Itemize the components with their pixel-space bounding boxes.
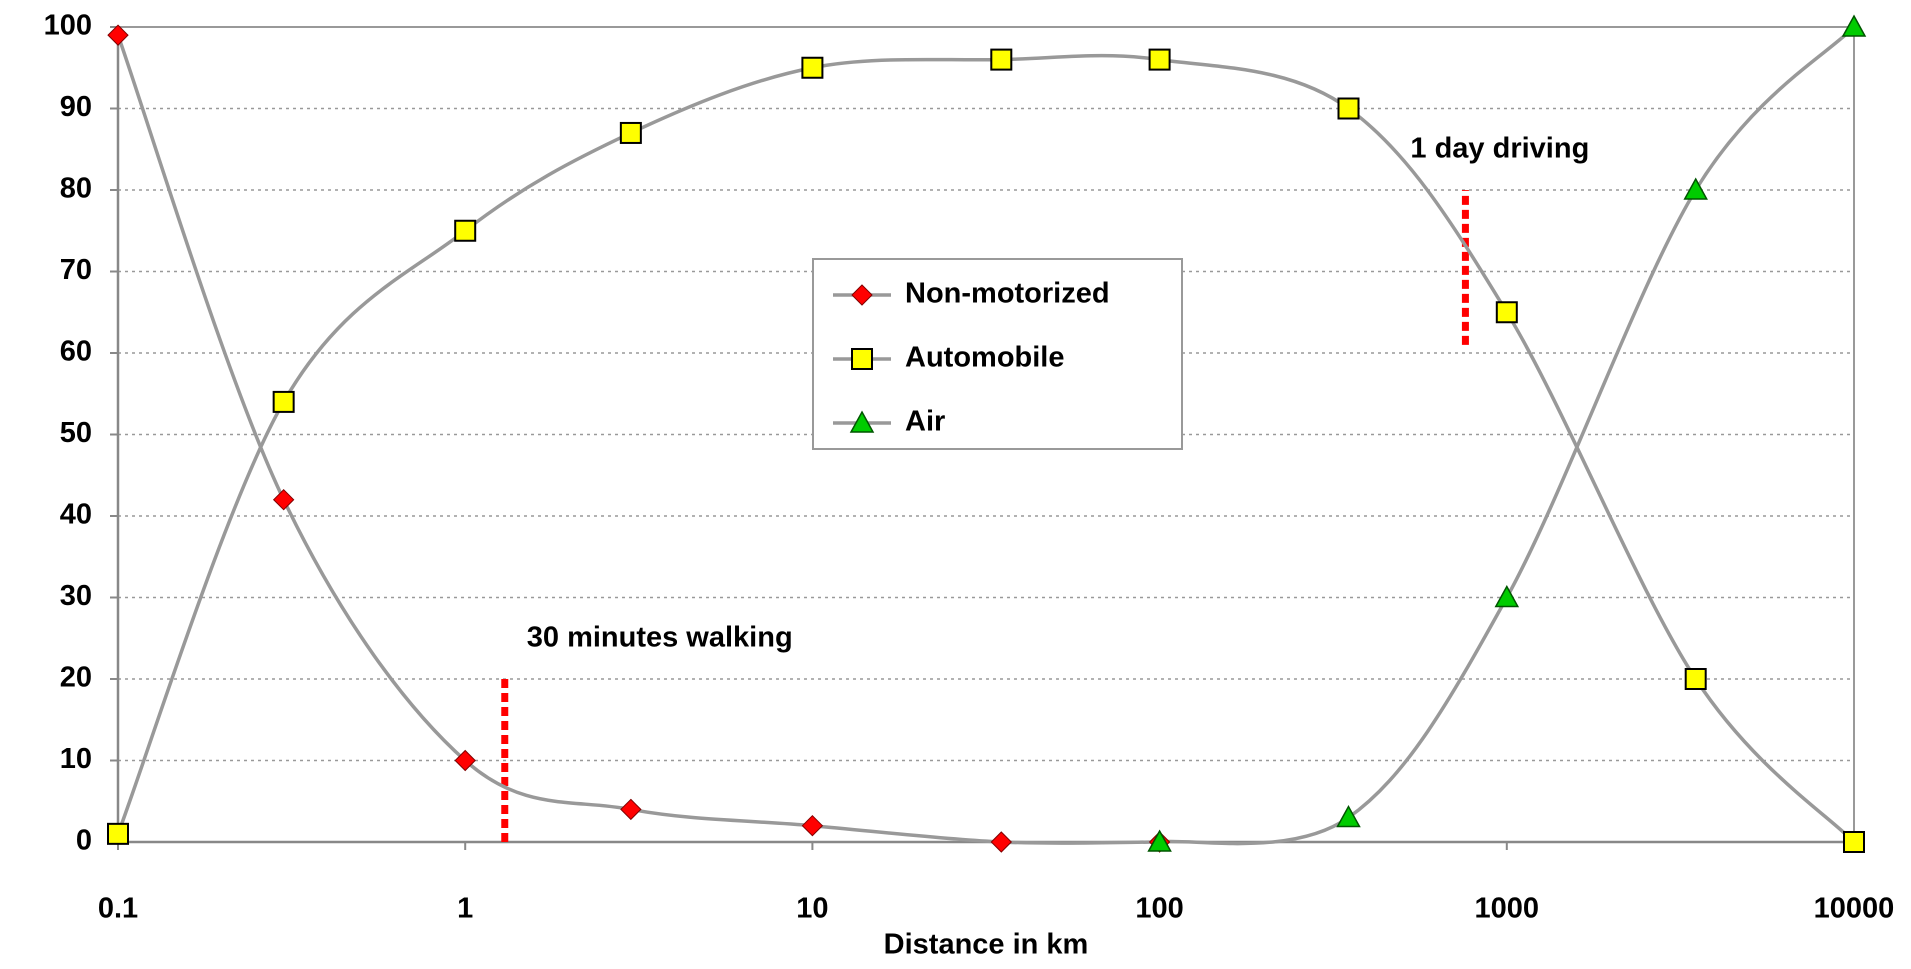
y-tick-label: 60 xyxy=(60,336,92,368)
y-tick-label: 0 xyxy=(76,825,92,857)
marker xyxy=(1683,177,1708,200)
marker xyxy=(1843,831,1865,853)
marker xyxy=(801,56,824,79)
annotation-text: 1 day driving xyxy=(1410,133,1589,165)
marker xyxy=(454,749,476,772)
y-tick-label: 40 xyxy=(60,499,92,531)
x-axis-title: Distance in km xyxy=(884,929,1089,961)
legend-marker xyxy=(849,410,875,433)
series-line xyxy=(116,34,1160,845)
marker xyxy=(1495,301,1518,324)
y-tick-label: 80 xyxy=(60,173,92,205)
legend-label: Air xyxy=(905,406,945,438)
marker xyxy=(454,219,477,242)
legend-marker xyxy=(851,284,873,306)
y-tick-label: 70 xyxy=(60,254,92,286)
marker xyxy=(107,24,129,46)
marker xyxy=(1147,829,1172,852)
marker xyxy=(272,390,295,413)
marker xyxy=(107,822,129,845)
legend-label: Automobile xyxy=(905,342,1065,374)
marker xyxy=(990,48,1013,71)
marker xyxy=(1148,48,1171,71)
y-tick-label: 30 xyxy=(60,580,92,612)
x-tick-label: 10000 xyxy=(1814,893,1895,925)
x-tick-label: 0.1 xyxy=(98,893,138,925)
legend-box xyxy=(812,258,1183,450)
y-tick-label: 100 xyxy=(44,10,92,42)
y-tick-label: 50 xyxy=(60,417,92,449)
marker xyxy=(1494,584,1520,608)
y-tick-label: 90 xyxy=(60,91,92,123)
marker xyxy=(272,488,295,511)
x-tick-label: 10 xyxy=(796,893,828,925)
marker xyxy=(620,798,642,821)
marker xyxy=(619,121,642,144)
series-line xyxy=(1159,25,1856,846)
annotation-text: 30 minutes walking xyxy=(527,622,793,654)
legend-label: Non-motorized xyxy=(905,278,1110,310)
x-tick-label: 1000 xyxy=(1475,893,1540,925)
y-tick-label: 10 xyxy=(60,743,92,775)
marker xyxy=(801,814,824,837)
x-tick-label: 100 xyxy=(1135,893,1183,925)
marker xyxy=(1336,804,1361,828)
marker xyxy=(1841,14,1867,37)
x-tick-label: 1 xyxy=(457,893,473,925)
marker xyxy=(1684,668,1707,690)
marker xyxy=(990,831,1013,853)
marker xyxy=(1337,97,1360,120)
y-tick-label: 20 xyxy=(60,662,92,694)
legend-marker xyxy=(851,348,873,370)
